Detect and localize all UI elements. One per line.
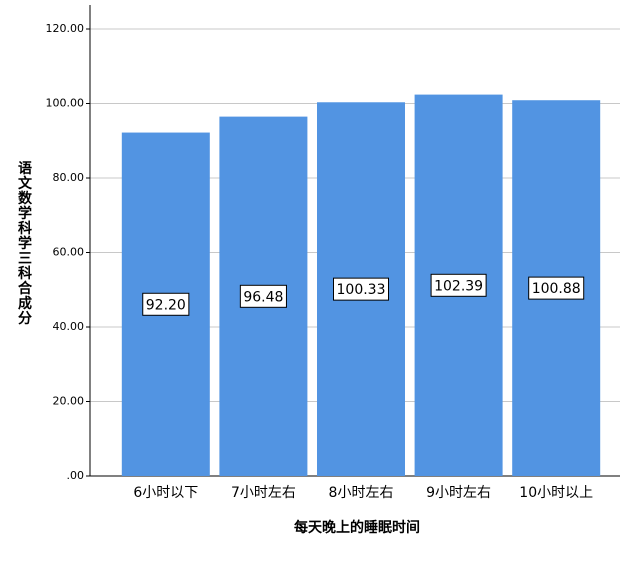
value-label: 100.33 bbox=[337, 282, 386, 298]
y-tick-label: 120.00 bbox=[46, 22, 85, 35]
value-label-box bbox=[239, 284, 287, 308]
value-label-box bbox=[430, 273, 487, 297]
value-label-box bbox=[528, 276, 585, 300]
y-tick-label: 100.00 bbox=[46, 97, 85, 110]
value-label: 92.20 bbox=[146, 297, 186, 313]
y-tick-label: .00 bbox=[67, 469, 85, 482]
y-tick-label: 20.00 bbox=[53, 395, 85, 408]
x-tick-label: 8小时左右 bbox=[329, 485, 394, 501]
x-tick-label: 9小时左右 bbox=[426, 485, 491, 501]
x-axis-title: 每天晚上的睡眠时间 bbox=[294, 519, 420, 536]
y-axis-title: 语文数学科学三科合成分 bbox=[16, 161, 32, 326]
y-tick-label: 40.00 bbox=[53, 320, 85, 333]
value-label: 102.39 bbox=[434, 278, 483, 294]
y-tick-label: 80.00 bbox=[53, 171, 85, 184]
y-tick-label: 60.00 bbox=[53, 246, 85, 259]
x-tick-label: 7小时左右 bbox=[231, 485, 296, 501]
x-tick-label: 6小时以下 bbox=[133, 485, 198, 501]
value-label: 100.88 bbox=[532, 281, 581, 297]
value-label: 96.48 bbox=[243, 289, 283, 305]
value-label-box bbox=[142, 292, 190, 316]
x-tick-label: 10小时以上 bbox=[519, 485, 593, 501]
value-label-box bbox=[333, 277, 389, 301]
